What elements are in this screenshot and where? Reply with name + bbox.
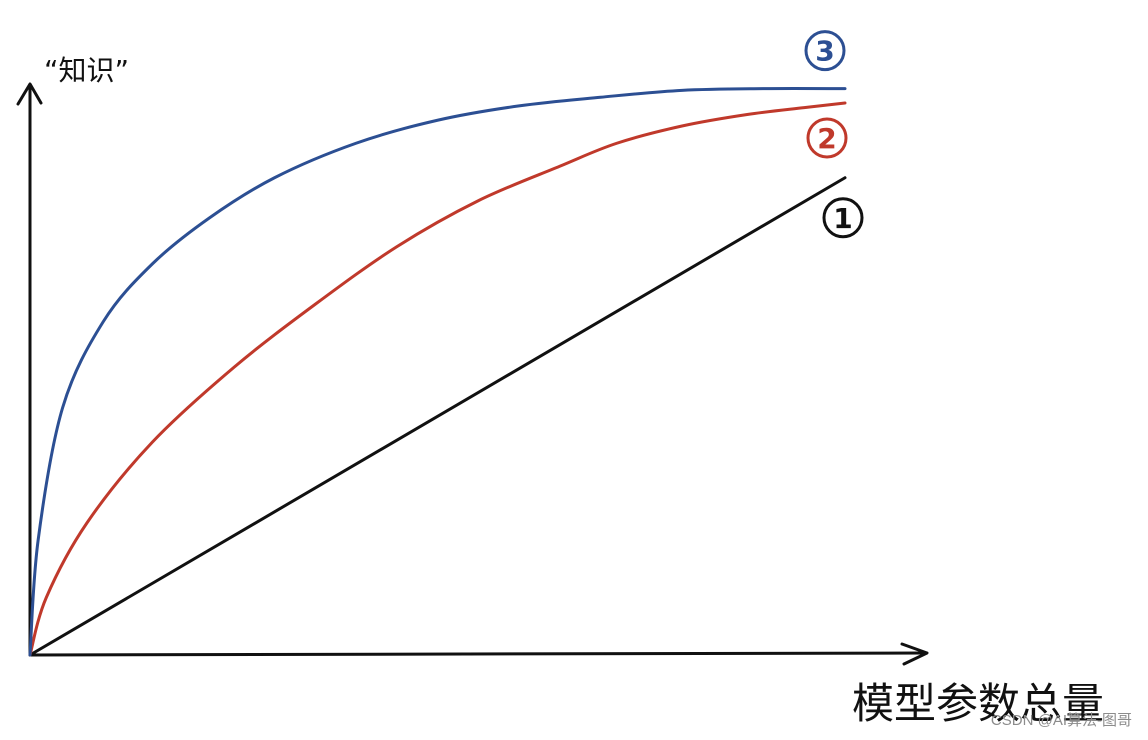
series-label-1: 1 xyxy=(822,197,864,239)
y-axis-arrow-icon xyxy=(16,82,43,106)
series-label-circle-1 xyxy=(822,197,864,239)
x-axis-arrow-icon xyxy=(900,642,929,666)
series-line-3 xyxy=(28,86,847,657)
x-axis-label: 模型参数总量 xyxy=(852,679,1104,728)
axes xyxy=(16,82,929,666)
series-label-text-3: 3 xyxy=(815,35,834,68)
series-line-2 xyxy=(28,101,847,657)
series-label-text-2: 2 xyxy=(817,122,836,155)
watermark-text: CSDN @AI算法-图哥 xyxy=(990,712,1132,729)
y-axis-label: “知识” xyxy=(44,54,129,87)
series-label-3: 3 xyxy=(804,30,846,72)
series-label-text-1: 1 xyxy=(833,202,852,235)
series-label-layer: 1 2 3 xyxy=(804,30,864,239)
series-label-circle-2 xyxy=(806,117,848,159)
x-axis xyxy=(28,651,927,657)
series-label-2: 2 xyxy=(806,117,848,159)
series-layer xyxy=(28,86,847,657)
series-label-circle-3 xyxy=(804,30,846,72)
series-line-1 xyxy=(28,176,847,657)
